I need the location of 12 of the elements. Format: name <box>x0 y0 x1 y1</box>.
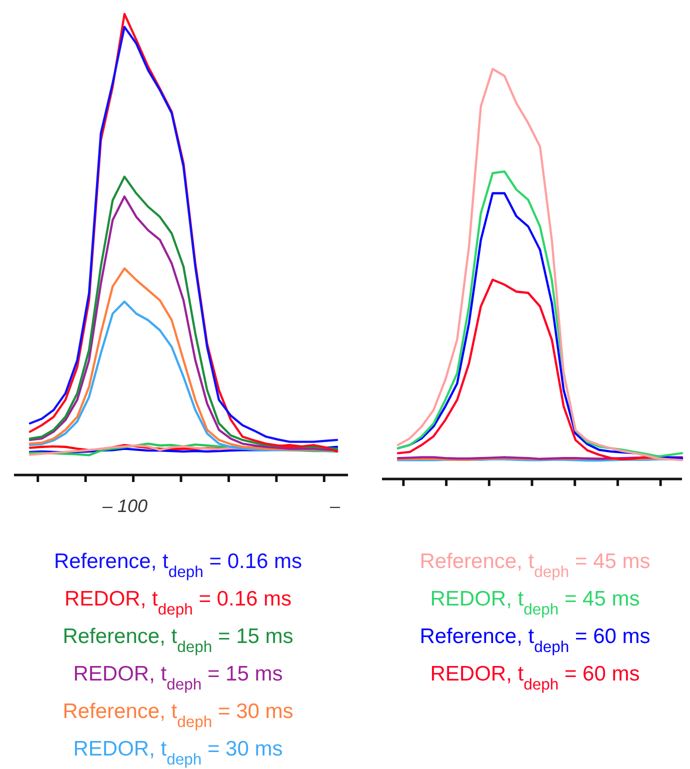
text: REDOR, t$_{deph}$ = 30 ms <box>73 738 283 768</box>
text: Reference, t$_{deph}$ = 15 ms <box>62 625 294 656</box>
text: REDOR, t$_{deph}$ = 0.16 ms <box>64 588 292 618</box>
text: Reference, t$_{deph}$ = 0.16 ms <box>54 550 302 580</box>
text: Reference, t$_{deph}$ = 30 ms <box>62 700 294 730</box>
text: REDOR, t$_{deph}$ = 45 ms <box>430 588 640 618</box>
text: – <box>328 496 341 516</box>
text: Reference, t$_{deph}$ = 45 ms <box>420 550 650 580</box>
text: REDOR, t$_{deph}$ = 15 ms <box>73 662 283 693</box>
text: Reference, t$_{deph}$ = 60 ms <box>420 625 650 656</box>
text: – 100 <box>101 496 148 516</box>
text: REDOR, t$_{deph}$ = 60 ms <box>430 662 640 693</box>
